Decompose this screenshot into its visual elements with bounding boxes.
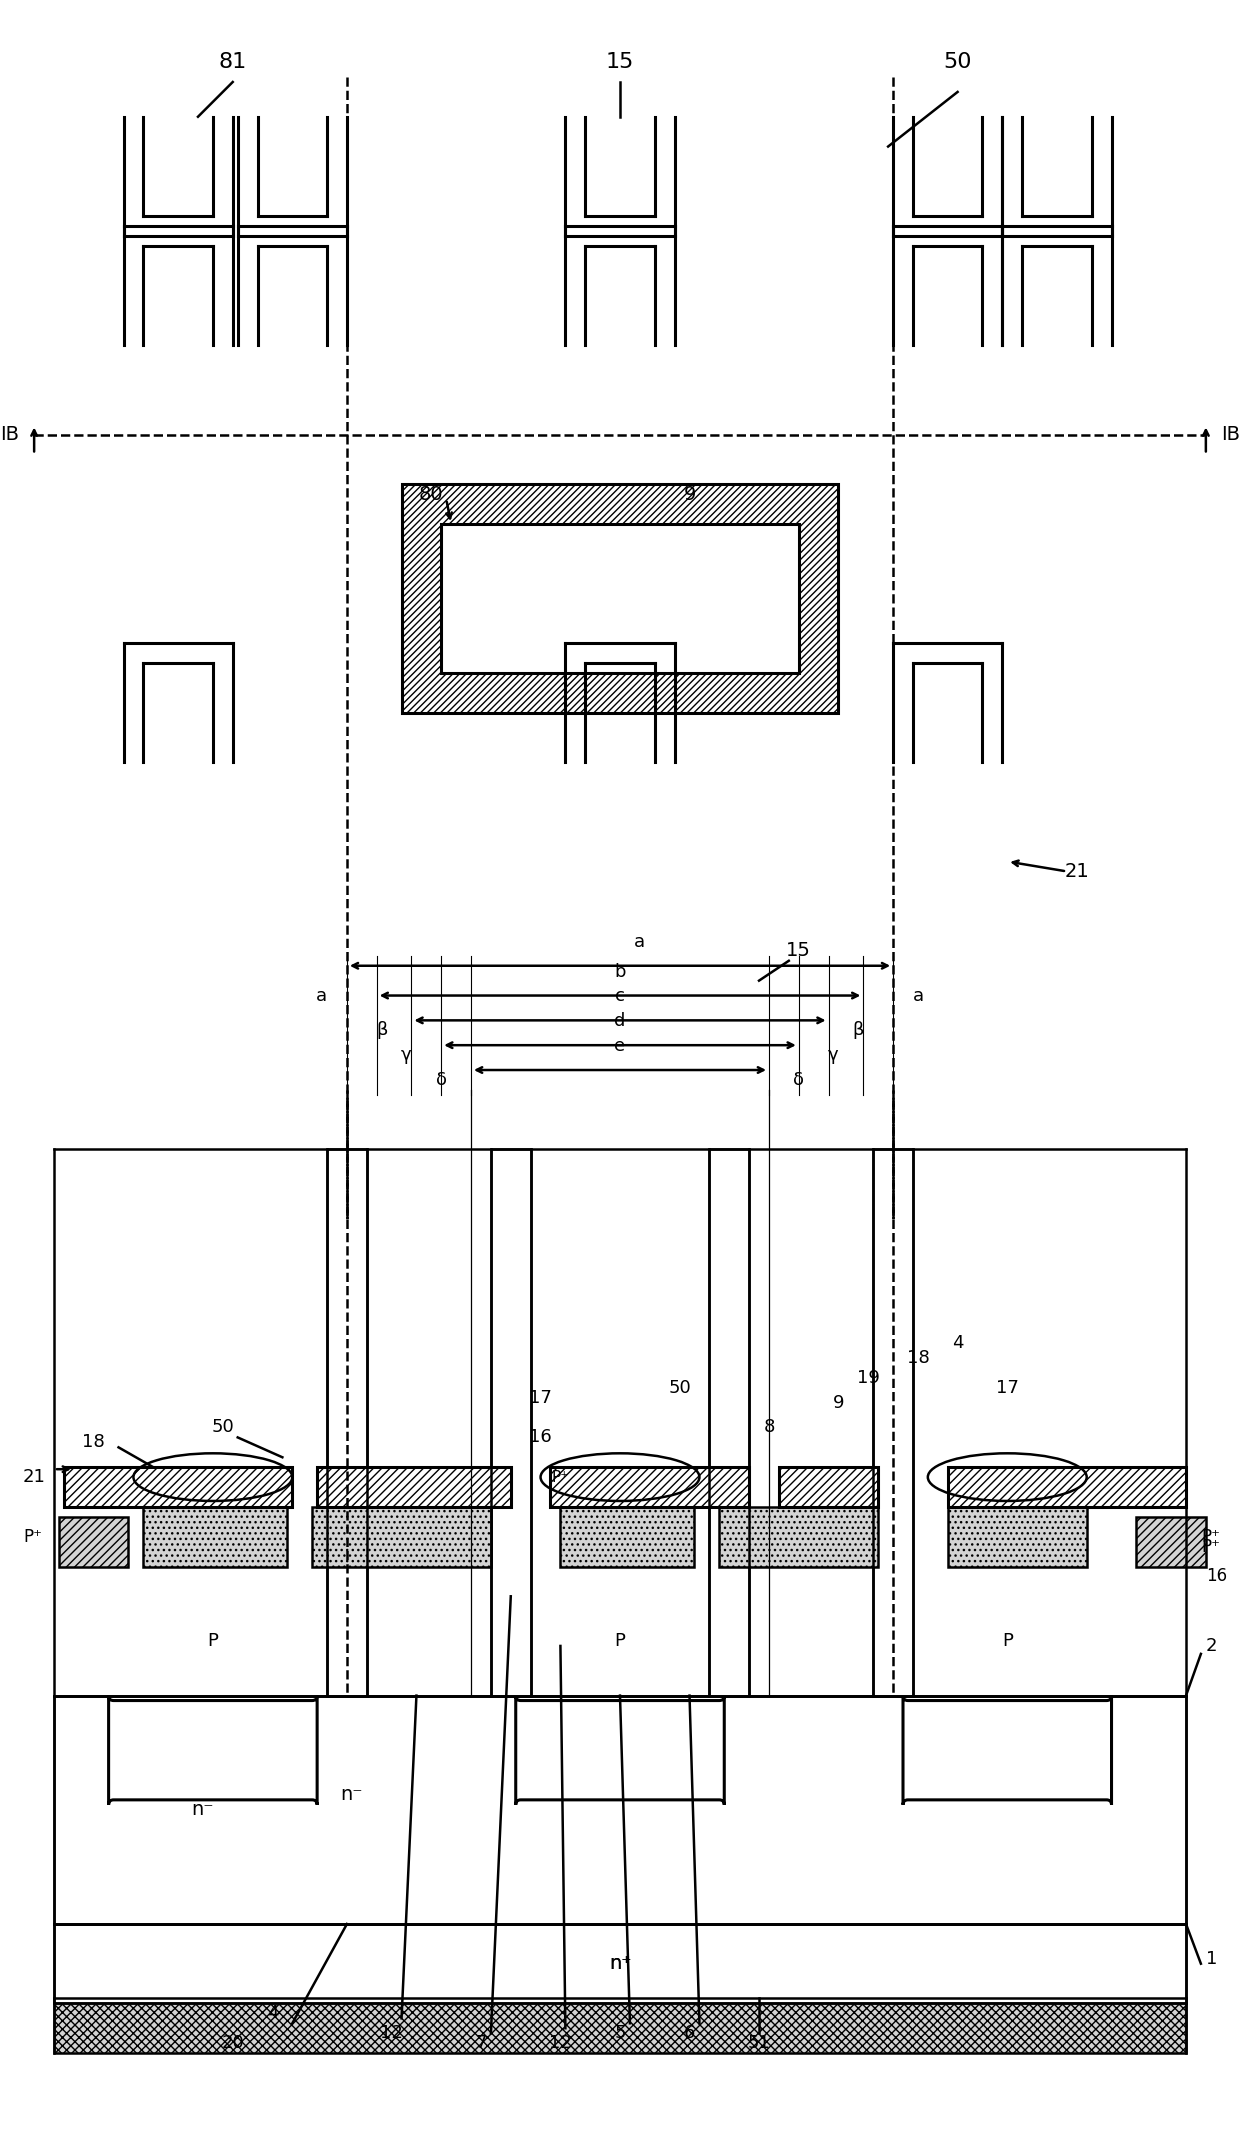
Bar xyxy=(947,1507,1086,1567)
Text: 15: 15 xyxy=(786,941,811,961)
Text: 17: 17 xyxy=(996,1379,1019,1396)
Text: IB: IB xyxy=(0,425,20,444)
Bar xyxy=(402,485,838,712)
Text: P⁺: P⁺ xyxy=(552,1469,569,1484)
Text: 19: 19 xyxy=(857,1368,879,1387)
Text: IB: IB xyxy=(1220,425,1240,444)
Text: P: P xyxy=(207,1632,218,1651)
Text: P⁺: P⁺ xyxy=(1200,1537,1220,1557)
Bar xyxy=(327,1149,367,1696)
Bar xyxy=(55,1923,1185,2002)
Text: 50: 50 xyxy=(668,1379,691,1396)
FancyBboxPatch shape xyxy=(109,1696,317,1805)
Text: 6: 6 xyxy=(683,2024,696,2043)
Text: d: d xyxy=(614,1012,626,1031)
Bar xyxy=(441,523,799,673)
Text: 81: 81 xyxy=(218,51,247,73)
FancyBboxPatch shape xyxy=(903,1696,1111,1805)
Text: γ: γ xyxy=(828,1046,838,1063)
Text: e: e xyxy=(615,1038,625,1055)
Text: 7: 7 xyxy=(475,2035,487,2052)
Text: γ: γ xyxy=(402,1046,412,1063)
Text: 50: 50 xyxy=(212,1419,234,1436)
Bar xyxy=(560,1507,694,1567)
Text: δ: δ xyxy=(794,1072,805,1089)
Text: 16: 16 xyxy=(529,1428,552,1447)
Bar xyxy=(551,1466,749,1507)
Bar xyxy=(947,1466,1185,1507)
Text: P: P xyxy=(1002,1632,1013,1651)
Text: c: c xyxy=(615,988,625,1006)
Bar xyxy=(719,1507,878,1567)
Bar xyxy=(779,1466,878,1507)
Text: 4: 4 xyxy=(267,2005,278,2022)
Text: 1: 1 xyxy=(1205,1949,1218,1968)
Text: n⁺: n⁺ xyxy=(609,1953,631,1972)
Bar xyxy=(312,1507,491,1567)
Text: 18: 18 xyxy=(82,1434,105,1451)
Bar xyxy=(55,1998,1185,2054)
Bar xyxy=(1136,1516,1205,1567)
Text: 15: 15 xyxy=(606,51,634,73)
Bar xyxy=(317,1466,511,1507)
Bar xyxy=(55,1696,1185,1923)
Bar xyxy=(873,1149,913,1696)
Text: 12: 12 xyxy=(381,2024,403,2043)
Text: P: P xyxy=(615,1632,625,1651)
Text: 50: 50 xyxy=(944,51,972,73)
Text: 21: 21 xyxy=(1064,862,1089,881)
Text: a: a xyxy=(316,986,327,1006)
Bar xyxy=(709,1149,749,1696)
Text: a: a xyxy=(913,986,924,1006)
Bar xyxy=(64,1466,293,1507)
Text: 18: 18 xyxy=(906,1349,929,1368)
Text: 8: 8 xyxy=(764,1419,775,1436)
Bar xyxy=(60,1516,129,1567)
Text: n⁻: n⁻ xyxy=(192,1801,215,1820)
Text: a: a xyxy=(635,933,646,950)
Text: 5: 5 xyxy=(614,2024,626,2043)
Text: 16: 16 xyxy=(1205,1567,1228,1584)
Text: β: β xyxy=(853,1021,864,1040)
Text: 21: 21 xyxy=(22,1469,46,1486)
Text: 2: 2 xyxy=(1205,1638,1218,1655)
Text: 17: 17 xyxy=(529,1389,552,1406)
Text: n⁺: n⁺ xyxy=(609,1953,631,1972)
Text: 12: 12 xyxy=(549,2035,572,2052)
Text: b: b xyxy=(614,963,626,980)
Bar xyxy=(491,1149,531,1696)
Text: 9: 9 xyxy=(833,1394,844,1411)
Text: n⁻: n⁻ xyxy=(341,1786,363,1805)
Text: P⁺: P⁺ xyxy=(1200,1529,1220,1546)
Text: δ: δ xyxy=(435,1072,446,1089)
Bar xyxy=(144,1507,288,1567)
FancyBboxPatch shape xyxy=(516,1696,724,1805)
Text: 9: 9 xyxy=(683,485,696,504)
Text: P⁺: P⁺ xyxy=(24,1529,42,1546)
Text: β: β xyxy=(376,1021,387,1040)
Text: 80: 80 xyxy=(419,485,444,504)
Text: 20: 20 xyxy=(222,2035,244,2052)
Text: 51: 51 xyxy=(748,2035,770,2052)
Text: 4: 4 xyxy=(952,1334,963,1353)
